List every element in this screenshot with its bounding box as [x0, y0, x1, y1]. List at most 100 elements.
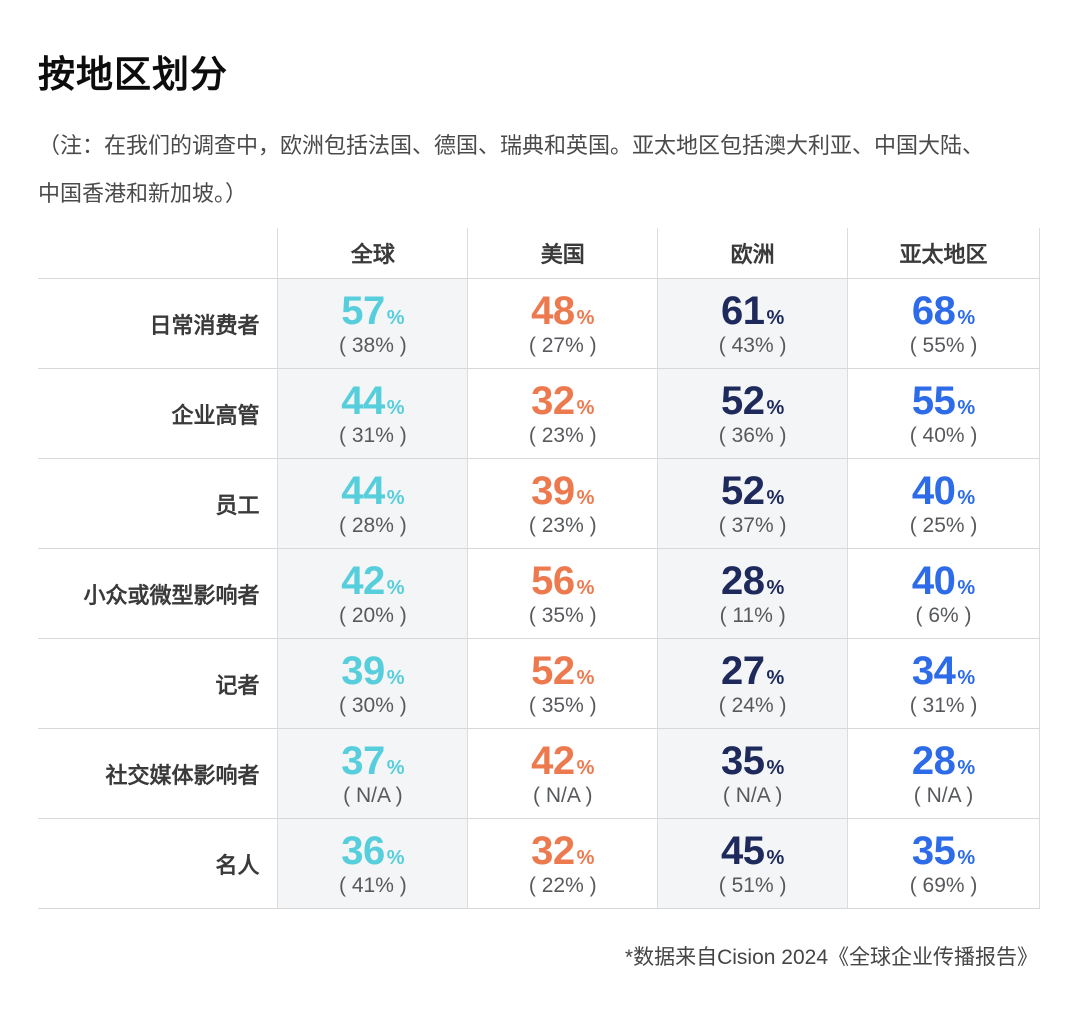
- percent-unit: %: [576, 577, 595, 600]
- sub-value: ( 11% ): [719, 604, 786, 628]
- main-value-line: 45%: [658, 831, 847, 871]
- sub-value: ( 43% ): [718, 334, 787, 358]
- sub-value: ( 36% ): [718, 424, 787, 448]
- percent-unit: %: [386, 487, 405, 510]
- main-value: 52: [531, 649, 575, 694]
- main-value: 32: [531, 379, 575, 424]
- source-footnote: *数据来自Cision 2024《全球企业传播报告》: [624, 946, 1038, 969]
- sub-value: ( N/A ): [722, 784, 783, 808]
- header-row: 全球 美国 欧洲 亚太地区: [38, 228, 1040, 279]
- main-value: 42: [531, 739, 575, 784]
- main-value: 44: [341, 379, 385, 424]
- percent-unit: %: [957, 577, 976, 600]
- main-value-line: 55%: [848, 381, 1039, 421]
- column-header-europe: 欧洲: [657, 228, 848, 279]
- data-cell: 32% ( 23% ): [467, 368, 658, 459]
- main-value: 45: [720, 829, 765, 874]
- page-container: 按地区划分 （注：在我们的调查中，欧洲包括法国、德国、瑞典和英国。亚太地区包括澳…: [38, 54, 1040, 969]
- main-value: 32: [531, 829, 575, 874]
- main-value: 57: [341, 289, 385, 334]
- sub-value: ( 27% ): [528, 334, 597, 358]
- main-value-line: 39%: [278, 651, 467, 691]
- main-value: 27: [720, 649, 765, 694]
- data-cell: 39% ( 30% ): [277, 638, 468, 729]
- data-cell: 40% ( 25% ): [847, 458, 1040, 549]
- data-cell: 52% ( 37% ): [657, 458, 848, 549]
- data-cell: 61% ( 43% ): [657, 278, 848, 369]
- table-row: 名人 36%( 41% ) 32%( 22% ) 45%( 51% ) 35%( 69%…: [38, 818, 1040, 909]
- sub-value: ( 38% ): [339, 334, 407, 358]
- data-cell: 55% ( 40% ): [847, 368, 1040, 459]
- table-row: 日常消费者 57%( 38% ) 48%( 27% ) 61%( 43% ) 68%( …: [38, 278, 1040, 369]
- main-value-line: 27%: [658, 651, 847, 691]
- region-table: 全球 美国 欧洲 亚太地区 日常消费者 57%( 38% ) 48%( 27% ) 6…: [38, 228, 1040, 909]
- note-block: （注：在我们的调查中，欧洲包括法国、德国、瑞典和英国。亚太地区包括澳大利亚、中国…: [38, 122, 1040, 218]
- data-cell: 36% ( 41% ): [277, 818, 468, 909]
- percent-unit: %: [766, 847, 785, 870]
- main-value-line: 44%: [278, 471, 467, 511]
- row-label: 记者: [38, 638, 278, 729]
- column-header-us: 美国: [467, 228, 658, 279]
- main-value-line: 36%: [278, 831, 467, 871]
- main-value-line: 40%: [848, 471, 1039, 511]
- table-row: 小众或微型影响者 42%( 20% ) 56%( 35% ) 28%( 11% ) 40…: [38, 548, 1040, 639]
- main-value-line: 42%: [468, 741, 657, 781]
- percent-unit: %: [576, 757, 595, 780]
- main-value: 52: [720, 379, 765, 424]
- data-cell: 35% ( N/A ): [657, 728, 848, 819]
- main-value-line: 52%: [658, 381, 847, 421]
- sub-value: ( N/A ): [533, 784, 593, 808]
- sub-value: ( 30% ): [339, 694, 407, 718]
- table-row: 社交媒体影响者 37%( N/A ) 42%( N/A ) 35%( N/A ) 28%…: [38, 728, 1040, 819]
- main-value-line: 61%: [658, 291, 847, 331]
- main-value-line: 52%: [468, 651, 657, 691]
- main-value-line: 34%: [848, 651, 1039, 691]
- percent-unit: %: [957, 847, 976, 870]
- percent-unit: %: [576, 847, 595, 870]
- table-row: 企业高管 44% ( 31% ) 32%( 23% ) 52% ( 36% ) 55% ( 4…: [38, 368, 1040, 459]
- sub-value: ( 31% ): [339, 424, 407, 448]
- note-line-2: 中国香港和新加坡。）: [38, 181, 248, 206]
- row-label: 社交媒体影响者: [38, 728, 278, 819]
- main-value-line: 37%: [278, 741, 467, 781]
- main-value-line: 48%: [468, 291, 657, 331]
- main-value: 35: [720, 739, 765, 784]
- percent-unit: %: [766, 757, 785, 780]
- percent-unit: %: [957, 487, 976, 510]
- sub-value: ( 40% ): [909, 424, 978, 448]
- page-title: 按地区划分: [38, 54, 228, 95]
- main-value: 37: [341, 739, 385, 784]
- data-cell: 48% ( 27% ): [467, 278, 658, 369]
- percent-unit: %: [766, 577, 785, 600]
- main-value: 39: [531, 469, 575, 514]
- percent-unit: %: [386, 667, 405, 690]
- main-value: 34: [911, 649, 956, 694]
- main-value: 40: [911, 559, 956, 604]
- data-cell: 42% ( N/A ): [467, 728, 658, 819]
- sub-value: ( 37% ): [718, 514, 787, 538]
- percent-unit: %: [386, 577, 405, 600]
- percent-unit: %: [957, 757, 976, 780]
- main-value-line: 52%: [658, 471, 847, 511]
- main-value-line: 42%: [278, 561, 467, 601]
- main-value: 61: [720, 289, 765, 334]
- data-cell: 44% ( 28% ): [277, 458, 468, 549]
- sub-value: ( 31% ): [909, 694, 978, 718]
- data-cell: 42% ( 20% ): [277, 548, 468, 639]
- main-value: 42: [341, 559, 385, 604]
- sub-value: ( N/A ): [343, 784, 403, 808]
- main-value-line: 32%: [468, 381, 657, 421]
- data-cell: 52% ( 35% ): [467, 638, 658, 729]
- main-value-line: 44%: [278, 381, 467, 421]
- data-cell: 57% ( 38% ): [277, 278, 468, 369]
- percent-unit: %: [957, 307, 976, 330]
- main-value-line: 68%: [848, 291, 1039, 331]
- data-cell: 37% ( N/A ): [277, 728, 468, 819]
- data-cell: 35% ( 69% ): [847, 818, 1040, 909]
- percent-unit: %: [386, 757, 405, 780]
- row-label: 企业高管: [38, 368, 278, 459]
- data-cell: 40% ( 6% ): [847, 548, 1040, 639]
- row-label: 名人: [38, 818, 278, 909]
- main-value: 48: [531, 289, 575, 334]
- main-value: 28: [911, 739, 956, 784]
